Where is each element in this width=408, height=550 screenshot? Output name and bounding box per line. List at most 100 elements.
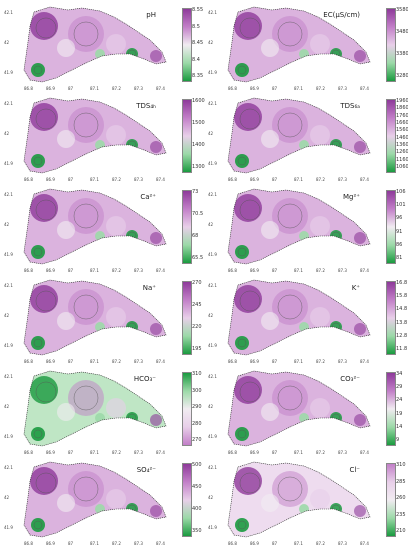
colorbar — [386, 281, 396, 355]
colorbar-tick-label: 101 — [396, 202, 406, 209]
x-tick-label: 86.8 — [24, 541, 33, 546]
colorbar-tick-label: 1960 — [396, 98, 408, 104]
contour-patch — [150, 50, 162, 62]
x-tick-label: 86.9 — [46, 450, 55, 455]
contour-line — [277, 203, 303, 229]
colorbar-tick-label: 96 — [396, 215, 403, 222]
contour-line — [239, 199, 261, 221]
contour-line — [277, 21, 303, 47]
contour-patch — [310, 34, 330, 54]
contour-patch — [234, 103, 262, 131]
contour-patch — [261, 130, 279, 148]
y-tick-label: 42 — [4, 222, 10, 227]
lake-outline — [227, 370, 371, 447]
y-tick-label: 42.1 — [208, 10, 217, 15]
contour-patch — [31, 154, 45, 168]
x-tick-label: 87.3 — [338, 450, 347, 455]
x-tick-label: 86.8 — [228, 177, 237, 182]
contour-patch — [354, 141, 366, 153]
colorbar-tick-label: 270 — [192, 280, 202, 286]
contour-patch — [234, 285, 262, 313]
x-tick-label: 87.3 — [134, 541, 143, 546]
x-tick-label: 87 — [272, 177, 278, 182]
colorbar-tick-label: 1160 — [396, 156, 408, 163]
x-tick-label: 87.3 — [134, 86, 143, 91]
y-tick-label: 41.9 — [4, 252, 13, 257]
colorbar-tick-label: 400 — [192, 506, 202, 512]
colorbar-tick-label: 1360 — [396, 142, 408, 148]
contour-patch — [31, 63, 45, 77]
y-tick-label: 42 — [4, 313, 10, 318]
x-tick-label: 86.8 — [228, 268, 237, 273]
x-tick-label: 87.4 — [360, 359, 369, 364]
lake-outline — [227, 97, 371, 174]
contour-patch — [106, 398, 126, 418]
x-tick-label: 87 — [272, 268, 278, 273]
contour-line — [73, 21, 99, 47]
x-tick-label: 86.9 — [250, 359, 259, 364]
contour-patch — [150, 232, 162, 244]
x-tick-label: 86.9 — [250, 268, 259, 273]
x-tick-label: 87.4 — [360, 177, 369, 182]
y-tick-label: 42 — [4, 40, 10, 45]
lake-map — [23, 6, 167, 83]
y-tick-label: 42 — [4, 404, 10, 409]
x-tick-label: 86.9 — [46, 541, 55, 546]
colorbar-tick-label: 106 — [396, 189, 406, 195]
x-tick-label: 87.2 — [316, 359, 325, 364]
colorbar-tick-label: 270 — [192, 437, 202, 443]
map-panel: 42.1 42 41.9 86.8 86.9 87 87.1 87.2 87.3 87.4 Cl⁻ 3… — [208, 459, 408, 550]
map-panel: 42.1 42 41.9 86.8 86.9 87 87.1 87.2 87.3 87.4 K⁺ 16… — [208, 277, 408, 368]
colorbar-tick-label: 65.5 — [192, 255, 204, 261]
colorbar-tick-label: 1860 — [396, 105, 408, 112]
contour-patch — [310, 489, 330, 509]
y-tick-label: 42 — [208, 404, 214, 409]
contour-patch — [30, 376, 58, 404]
colorbar-tick-label: 14 — [396, 423, 403, 430]
x-tick-label: 86.8 — [228, 450, 237, 455]
lake-outline — [23, 279, 167, 356]
x-tick-label: 87.3 — [338, 86, 347, 91]
lake-map — [227, 279, 371, 356]
contour-patch — [272, 198, 308, 234]
x-tick-label: 87.1 — [294, 541, 303, 546]
colorbar-tick-label: 310 — [396, 462, 406, 468]
contour-patch — [30, 103, 58, 131]
contour-patch — [299, 413, 309, 423]
panel-label: Na⁺ — [142, 284, 156, 292]
x-tick-label: 87.3 — [338, 359, 347, 364]
lake-outline — [23, 97, 167, 174]
y-tick-label: 41.9 — [4, 70, 13, 75]
map-panel: 42.1 42 41.9 86.8 86.9 87 87.1 87.2 87.3 87.4 CO₃²… — [208, 368, 408, 459]
contour-patch — [330, 321, 342, 333]
y-tick-label: 42.1 — [4, 101, 13, 106]
y-tick-label: 42.1 — [4, 10, 13, 15]
contour-patch — [106, 216, 126, 236]
colorbar — [386, 463, 396, 537]
colorbar-tick-label: 3480 — [396, 29, 408, 35]
y-tick-label: 41.9 — [208, 434, 217, 439]
lake-map — [227, 461, 371, 538]
colorbar-tick-label: 310 — [192, 371, 202, 377]
colorbar-tick-label: 24 — [396, 397, 403, 404]
contour-patch — [299, 49, 309, 59]
contour-patch — [234, 376, 262, 404]
x-tick-label: 87.4 — [156, 86, 165, 91]
colorbar-tick-label: 280 — [192, 420, 202, 427]
contour-patch — [57, 494, 75, 512]
contour-line — [35, 290, 57, 312]
x-tick-label: 87 — [272, 541, 278, 546]
panel-label: CO₃²⁻ — [340, 375, 360, 383]
contour-patch — [299, 322, 309, 332]
colorbar-tick-label: 220 — [192, 324, 202, 330]
x-tick-label: 87.2 — [112, 268, 121, 273]
x-tick-label: 86.9 — [46, 268, 55, 273]
colorbar-tick-label: 29 — [396, 384, 403, 391]
lake-map — [227, 6, 371, 83]
colorbar-tick-label: 8.45 — [192, 40, 204, 46]
contour-patch — [354, 232, 366, 244]
lake-outline — [23, 370, 167, 447]
lake-map — [227, 370, 371, 447]
x-tick-label: 87 — [68, 86, 74, 91]
colorbar — [182, 8, 192, 82]
